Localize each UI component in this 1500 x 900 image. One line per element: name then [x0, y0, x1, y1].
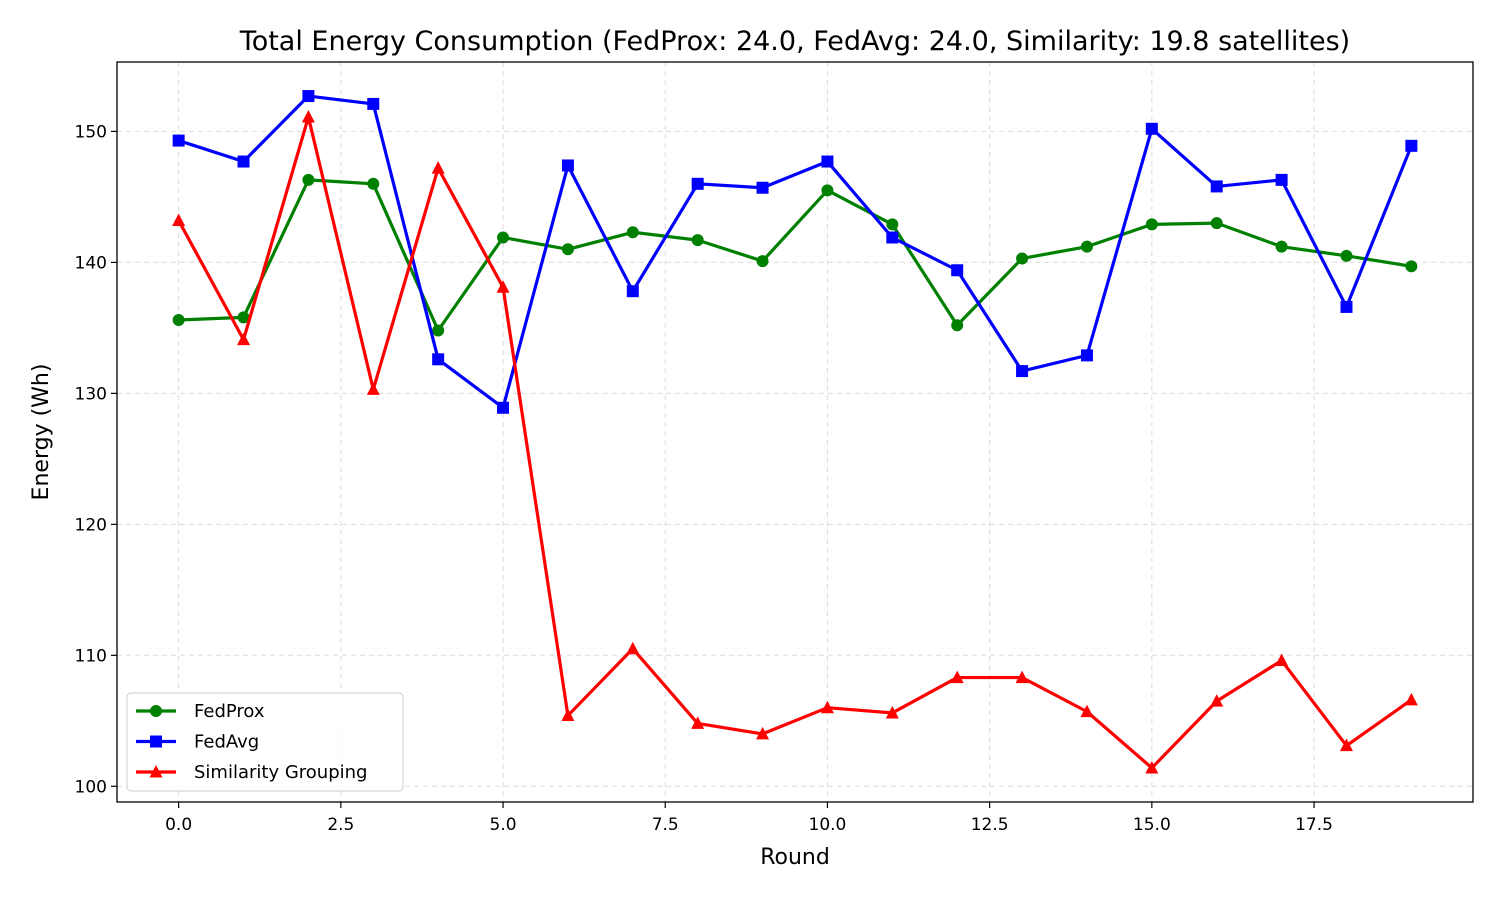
data-point: [886, 231, 899, 244]
data-point: [691, 177, 704, 190]
data-point: [950, 670, 964, 684]
data-point: [432, 324, 445, 337]
series-line-fedavg: [178, 94, 1413, 410]
data-point: [691, 716, 705, 729]
legend-box: [126, 692, 404, 792]
legend-entry-similarity-grouping: Similarity Grouping: [136, 762, 367, 783]
series-line-fedprox: [178, 178, 1412, 333]
y-tick-label: 120: [75, 515, 107, 535]
series-similarity-grouping: [172, 110, 1418, 774]
data-point: [561, 708, 575, 722]
data-point: [1339, 738, 1353, 752]
data-point: [302, 90, 315, 103]
data-point: [886, 218, 899, 231]
data-point: [1275, 240, 1288, 253]
data-point: [820, 700, 834, 714]
data-point: [561, 243, 574, 256]
data-point: [1015, 670, 1029, 684]
data-point: [172, 213, 186, 226]
data-point: [1340, 249, 1353, 262]
data-point: [951, 264, 964, 277]
axis-ticks: 0.0 2.5 5.0 7.5 10.0 12.5 15.0 17.5 100 110 120 130…: [75, 122, 1333, 835]
data-point: [1275, 173, 1288, 186]
y-axis-label: Energy (Wh): [29, 364, 54, 501]
data-point: [497, 401, 510, 414]
y-tick-label: 100: [75, 777, 107, 797]
series-fedavg: [172, 90, 1418, 414]
data-point: [756, 726, 770, 740]
data-point: [1145, 218, 1158, 231]
data-point: [1080, 704, 1094, 718]
x-axis-label: Round: [760, 845, 830, 870]
legend-label: FedProx: [194, 701, 265, 722]
data-point: [1404, 692, 1418, 706]
x-tick-label: 15.0: [1133, 815, 1171, 835]
legend-entry-fedprox: FedProx: [136, 701, 265, 722]
y-tick-label: 110: [75, 646, 107, 666]
data-point: [626, 285, 639, 298]
data-point: [367, 97, 380, 110]
x-tick-label: 0.0: [165, 815, 192, 835]
data-point: [1405, 139, 1418, 152]
data-point: [172, 314, 185, 327]
data-point: [626, 226, 639, 239]
plot-frame: [116, 61, 1474, 803]
data-point: [237, 311, 250, 324]
data-point: [691, 234, 704, 247]
y-tick-label: 140: [75, 253, 107, 273]
chart-title: Total Energy Consumption (FedProx: 24.0,…: [239, 26, 1350, 57]
legend-entry-fedavg: FedAvg: [136, 732, 259, 753]
legend: FedProx FedAvg Similarity Grouping: [126, 692, 404, 792]
data-point: [1080, 240, 1093, 253]
legend-swatch-marker: [150, 735, 162, 748]
data-point: [1016, 365, 1029, 378]
x-tick-label: 10.0: [809, 815, 847, 835]
data-point: [301, 110, 315, 123]
data-point: [302, 173, 315, 186]
x-tick-label: 7.5: [652, 815, 679, 835]
data-point: [756, 181, 769, 194]
data-point: [496, 280, 510, 293]
data-point: [1340, 300, 1353, 313]
series-line-similarity-grouping: [177, 115, 1413, 770]
data-point: [1145, 122, 1158, 135]
data-point: [885, 705, 899, 719]
data-point: [1405, 260, 1418, 273]
data-point: [1210, 180, 1223, 193]
data-point: [237, 332, 251, 346]
data-point: [366, 382, 380, 395]
data-point: [431, 161, 445, 174]
data-point: [821, 184, 834, 197]
y-tick-label: 130: [75, 384, 107, 404]
data-point: [237, 155, 250, 168]
data-point: [432, 353, 445, 366]
data-point: [367, 177, 380, 190]
data-point: [172, 134, 185, 147]
series-fedprox: [172, 173, 1418, 337]
data-point: [626, 641, 640, 655]
data-point: [561, 159, 574, 172]
data-point: [1145, 760, 1159, 774]
y-tick-label: 150: [75, 122, 107, 142]
x-tick-label: 12.5: [971, 815, 1009, 835]
data-point: [1210, 694, 1224, 707]
data-point: [1016, 252, 1029, 265]
data-point: [1080, 349, 1093, 362]
legend-label: FedAvg: [194, 732, 259, 753]
data-point: [1210, 217, 1223, 230]
x-tick-label: 17.5: [1295, 815, 1333, 835]
legend-swatch-marker: [150, 705, 162, 717]
x-tick-label: 2.5: [327, 815, 354, 835]
data-point: [1275, 653, 1289, 667]
x-tick-label: 5.0: [490, 815, 517, 835]
series-group: [172, 90, 1418, 774]
legend-swatch-marker: [149, 765, 163, 778]
legend-label: Similarity Grouping: [194, 762, 367, 783]
data-point: [821, 155, 834, 168]
data-point: [756, 255, 769, 268]
data-point: [497, 231, 510, 244]
data-point: [951, 319, 964, 332]
